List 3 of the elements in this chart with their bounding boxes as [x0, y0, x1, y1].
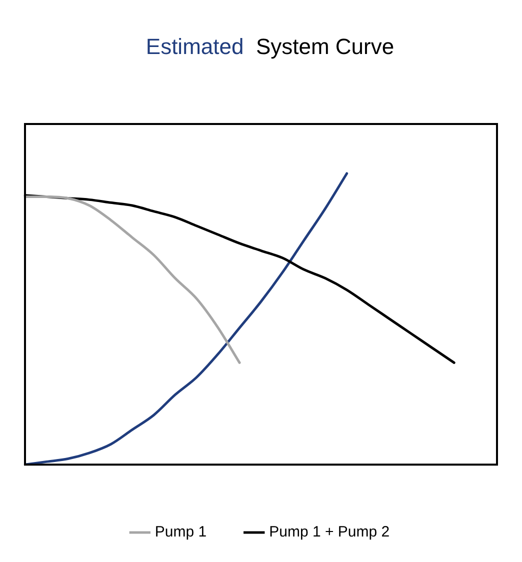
chart-title: Estimated System Curve: [146, 34, 394, 59]
legend-label: Pump 1: [154, 524, 207, 541]
legend-label: Pump 1 + Pump 2: [269, 524, 390, 541]
